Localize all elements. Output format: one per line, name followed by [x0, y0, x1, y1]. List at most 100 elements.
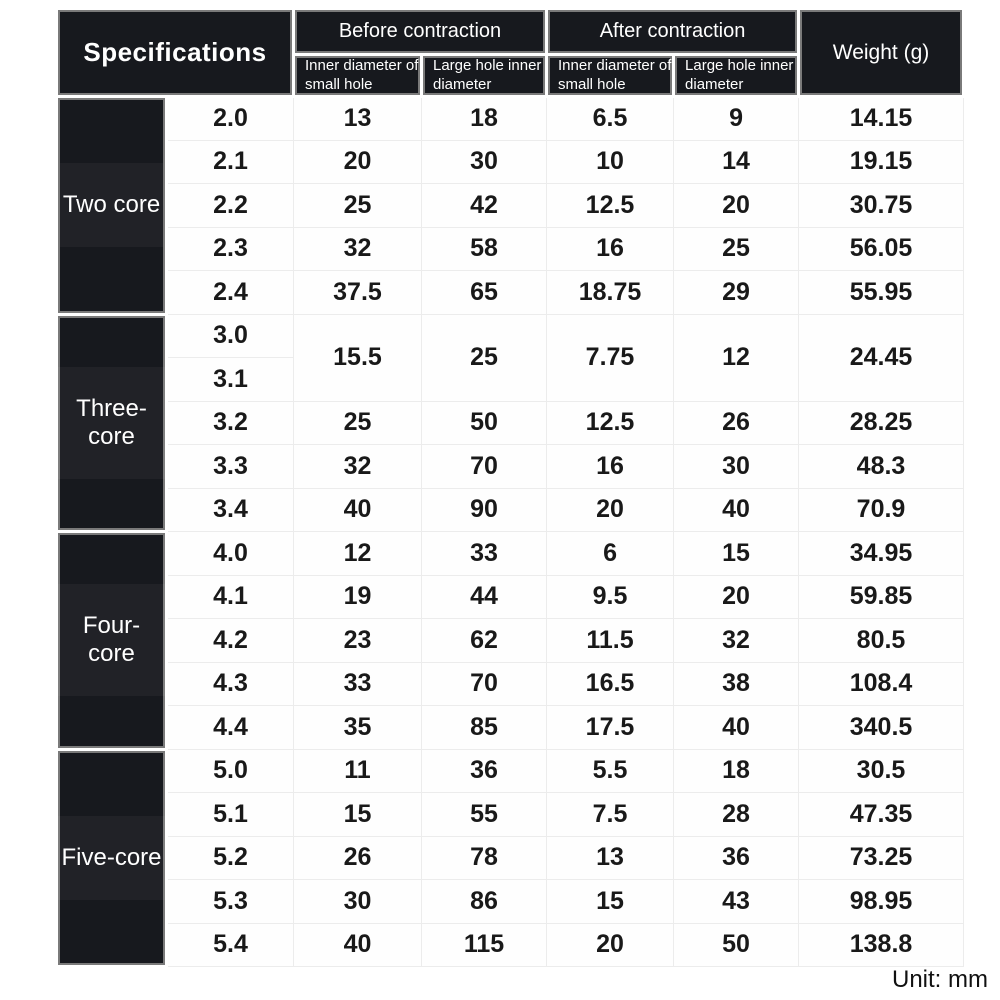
value-cell: 15: [546, 879, 675, 924]
value-cell: 18: [420, 96, 548, 141]
table-row: 5.4 40 115 20 50 138.8: [57, 922, 965, 967]
value-cell: 30: [293, 879, 422, 924]
value-cell: 23: [293, 618, 422, 663]
spec-cell: 2.4: [166, 270, 294, 315]
header-row-2: Inner diameter of small hole Large hole …: [57, 53, 964, 98]
value-cell: 70: [420, 444, 548, 489]
group-cell-two-core: Two core: [55, 95, 168, 316]
header-weight: Weight (g): [797, 7, 966, 98]
weight-cell: 340.5: [798, 705, 965, 750]
value-cell: 6: [546, 531, 675, 576]
group-label: Five-core: [58, 815, 165, 900]
value-cell: 12: [673, 313, 800, 402]
header-after-small-hole: Inner diameter of small hole: [545, 53, 676, 98]
table-row: 4.1 19 44 9.5 20 59.85: [57, 574, 965, 619]
value-cell: 20: [293, 139, 422, 184]
value-cell: 16: [546, 226, 675, 271]
weight-cell: 30.5: [798, 748, 965, 793]
table-row: 3.1: [57, 357, 964, 402]
group-label: Three-core: [58, 366, 165, 479]
value-cell: 13: [293, 96, 422, 141]
value-cell: 16: [546, 444, 675, 489]
value-cell: 37.5: [293, 270, 422, 315]
value-cell: 33: [420, 531, 548, 576]
value-cell: 18.75: [546, 270, 675, 315]
table-row: Two core 2.0 13 18 6.5 9 14.15: [55, 95, 965, 316]
value-cell: 20: [546, 922, 675, 967]
value-cell: 62: [420, 618, 548, 663]
value-cell: 115: [420, 922, 548, 967]
table-row: 5.2 26 78 13 36 73.25: [57, 835, 965, 880]
value-cell: 7.75: [546, 313, 675, 402]
header-specifications: Specifications: [55, 7, 295, 98]
value-cell: 65: [420, 270, 548, 315]
value-cell: 6.5: [546, 96, 675, 141]
weight-cell: 138.8: [798, 922, 965, 967]
spec-cell: 2.2: [166, 183, 294, 228]
value-cell: 70: [420, 661, 548, 706]
value-cell: 26: [673, 400, 800, 445]
value-cell: 35: [293, 705, 422, 750]
weight-cell: 73.25: [798, 835, 965, 880]
value-cell: 29: [673, 270, 800, 315]
spec-cell: 4.3: [166, 661, 294, 706]
value-cell: 7.5: [546, 792, 675, 837]
specifications-table: Specifications Before contraction After …: [55, 7, 966, 968]
spec-cell: 2.3: [166, 226, 294, 271]
spec-cell: 5.4: [166, 922, 294, 967]
header-row-1: Specifications Before contraction After …: [55, 7, 966, 98]
spec-cell: 3.1: [166, 357, 294, 402]
table-row: 3.4 40 90 20 40 70.9: [57, 487, 965, 532]
weight-cell: 98.95: [798, 879, 965, 924]
value-cell: 16.5: [546, 661, 675, 706]
value-cell: 36: [673, 835, 800, 880]
value-cell: 17.5: [546, 705, 675, 750]
value-cell: 18: [673, 748, 800, 793]
value-cell: 50: [673, 922, 800, 967]
weight-cell: 30.75: [798, 183, 965, 228]
value-cell: 30: [420, 139, 548, 184]
table-row: Three-core 3.0 15.5 25 7.75 12 24.45: [55, 312, 965, 533]
value-cell: 33: [293, 661, 422, 706]
weight-cell: 70.9: [798, 487, 965, 532]
group-cell-three-core: Three-core: [55, 312, 168, 533]
weight-cell: 34.95: [798, 531, 965, 576]
value-cell: 9: [673, 96, 800, 141]
value-cell: 58: [420, 226, 548, 271]
table-row: 2.3 32 58 16 25 56.05: [57, 226, 965, 271]
table-row: 4.2 23 62 11.5 32 80.5: [57, 618, 965, 663]
spec-cell: 5.3: [166, 879, 294, 924]
weight-cell: 19.15: [798, 139, 965, 184]
value-cell: 32: [673, 618, 800, 663]
weight-cell: 108.4: [798, 661, 965, 706]
table-row: 5.3 30 86 15 43 98.95: [57, 879, 965, 924]
value-cell: 20: [673, 183, 800, 228]
header-before-contraction: Before contraction: [291, 7, 549, 56]
value-cell: 25: [293, 183, 422, 228]
group-cell-four-core: Four-core: [55, 530, 168, 751]
value-cell: 43: [673, 879, 800, 924]
table-row: 2.2 25 42 12.5 20 30.75: [57, 183, 965, 228]
value-cell: 15.5: [293, 313, 422, 402]
table-row: 3.3 32 70 16 30 48.3: [57, 444, 965, 489]
value-cell: 25: [420, 313, 548, 402]
spec-cell: 5.0: [166, 748, 294, 793]
value-cell: 20: [546, 487, 675, 532]
spec-cell: 3.4: [166, 487, 294, 532]
value-cell: 86: [420, 879, 548, 924]
value-cell: 40: [673, 487, 800, 532]
table-row: Five-core 5.0 11 36 5.5 18 30.5: [55, 747, 965, 968]
spec-cell: 3.3: [166, 444, 294, 489]
weight-cell: 47.35: [798, 792, 965, 837]
value-cell: 15: [293, 792, 422, 837]
value-cell: 12: [293, 531, 422, 576]
header-before-large-hole: Large hole inner diameter: [419, 53, 549, 98]
weight-cell: 55.95: [798, 270, 965, 315]
value-cell: 11: [293, 748, 422, 793]
table-row: 2.1 20 30 10 14 19.15: [57, 139, 965, 184]
value-cell: 14: [673, 139, 800, 184]
header-before-small-hole: Inner diameter of small hole: [292, 53, 423, 98]
spec-cell: 4.2: [166, 618, 294, 663]
spec-cell: 5.1: [166, 792, 294, 837]
value-cell: 40: [293, 922, 422, 967]
